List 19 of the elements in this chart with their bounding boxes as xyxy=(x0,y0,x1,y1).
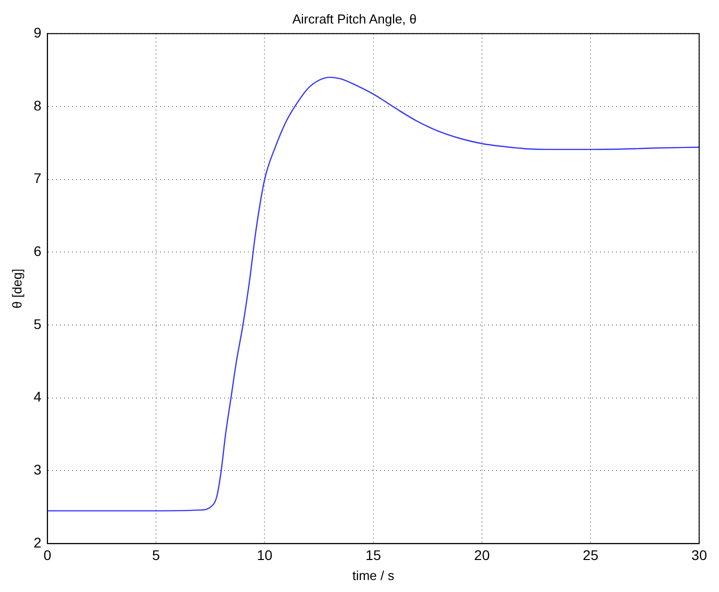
y-tick-label: 3 xyxy=(34,462,42,478)
chart-title: Aircraft Pitch Angle, θ xyxy=(292,11,417,26)
x-tick-label: 20 xyxy=(474,546,490,563)
y-tick-label: 4 xyxy=(34,388,42,405)
x-tick-label: 15 xyxy=(366,546,382,563)
x-tick-label: 30 xyxy=(691,546,708,563)
y-tick-label: 2 xyxy=(34,534,42,550)
x-tick-label: 10 xyxy=(256,546,273,563)
y-tick-label: 9 xyxy=(34,24,42,40)
x-axis-title: time / s xyxy=(352,568,395,583)
y-tick-label: 5 xyxy=(34,316,42,332)
x-tick-label: 25 xyxy=(582,546,599,563)
y-axis-title: θ [deg] xyxy=(9,268,24,308)
y-tick-label: 8 xyxy=(34,97,42,114)
y-tick-label: 7 xyxy=(34,170,42,186)
x-tick-label: 0 xyxy=(43,546,52,563)
x-tick-label: 5 xyxy=(152,546,160,563)
y-tick-label: 6 xyxy=(34,243,42,260)
line-series xyxy=(47,76,700,512)
